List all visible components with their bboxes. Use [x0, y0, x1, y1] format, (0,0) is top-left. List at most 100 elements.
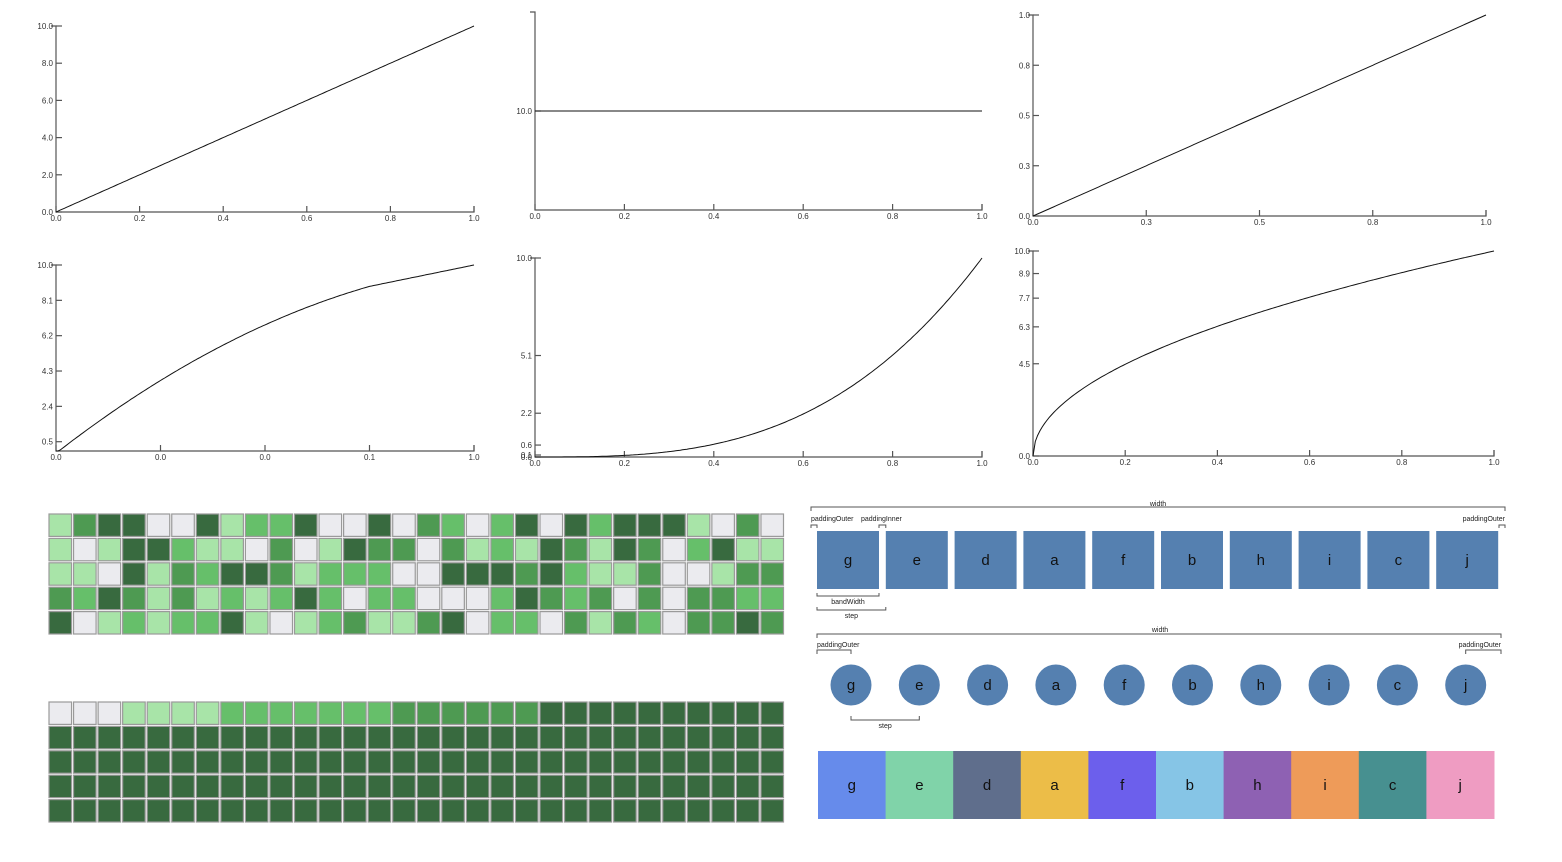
svg-text:0.2: 0.2: [619, 212, 631, 221]
y-tick: 4.0: [42, 134, 62, 143]
heatmap-cell: [514, 537, 539, 562]
svg-text:g: g: [848, 777, 856, 794]
heatmap-cell: [269, 774, 294, 799]
heatmap-cell: [416, 537, 441, 562]
svg-text:j: j: [1463, 677, 1467, 694]
heatmap-cell: [48, 750, 73, 774]
chart-linear: 0.0 0.2 0.4 0.6 0.8 1.0 0.0 2.0 4.0 6.0 8.0 10.0: [0, 0, 500, 240]
ordinal-swatch: [818, 751, 887, 819]
x-tick: 0.0: [50, 445, 62, 462]
heatmap-cell: [171, 586, 195, 611]
heatmap-cell: [195, 513, 220, 537]
heatmap-cell: [686, 586, 711, 611]
band-rect: [1367, 531, 1430, 589]
heatmap-cell: [588, 586, 613, 611]
svg-text:step: step: [845, 613, 858, 620]
x-tick: 0.8: [887, 451, 899, 468]
heatmap-cell: [97, 610, 122, 635]
svg-text:d: d: [981, 552, 989, 569]
band-rect: [1298, 531, 1361, 589]
svg-text:4.3: 4.3: [42, 367, 54, 376]
heatmap-cell: [392, 610, 416, 635]
heatmap-cell: [441, 750, 465, 774]
heatmap-cell: [613, 701, 637, 725]
heatmap-cell: [122, 750, 146, 774]
heatmap-cell: [269, 537, 294, 562]
svg-text:a: a: [1052, 677, 1061, 694]
x-tick: 1.0: [468, 206, 480, 223]
svg-text:10.0: 10.0: [37, 22, 53, 31]
heatmap-cell: [563, 774, 588, 799]
heatmap-cell: [711, 750, 735, 774]
svg-text:h: h: [1257, 677, 1265, 694]
y-tick: 8.0: [42, 59, 62, 68]
svg-text:paddingOuter: paddingOuter: [817, 642, 860, 649]
heatmap-cell: [416, 562, 441, 586]
heatmap-cell: [97, 798, 122, 823]
heatmap-quantize-svg: [48, 513, 785, 635]
heatmap-cell: [269, 725, 294, 750]
svg-text:0.0: 0.0: [50, 453, 62, 462]
heatmap-cell: [97, 513, 122, 537]
heatmap-cell: [588, 798, 613, 823]
heatmap-cell: [465, 513, 490, 537]
svg-text:0.0: 0.0: [521, 453, 533, 462]
heatmap-cell: [735, 513, 760, 537]
heatmap-cell: [686, 513, 711, 537]
heatmap-cell: [465, 774, 490, 799]
svg-text:8.9: 8.9: [1019, 270, 1031, 279]
heatmap-cell: [711, 798, 735, 823]
heatmap-cell: [735, 750, 760, 774]
point-scale-svg: width paddingOuter paddingOuter g e d a f b h i c j s…: [816, 627, 1502, 730]
chart-pow: 0.0 0.2 0.4 0.6 0.8 1.0 0.0 0.1 0.6 2.2 5.1 10.0: [500, 240, 1000, 480]
svg-text:i: i: [1327, 677, 1330, 694]
heatmap-cell: [735, 610, 760, 635]
svg-text:f: f: [1122, 677, 1127, 694]
heatmap-cell: [441, 513, 465, 537]
linear-chart-svg: 0.0 0.2 0.4 0.6 0.8 1.0 0.0 2.0 4.0 6.0 8.0 10.0: [37, 22, 480, 223]
axes: 0.0 0.2 0.4 0.6 0.8 1.00.00.10.62.25.110.0: [516, 254, 988, 468]
heatmap-cell: [637, 750, 662, 774]
heatmap-cell: [735, 537, 760, 562]
heatmap-cell: [465, 537, 490, 562]
ordinal-swatch: [1156, 751, 1225, 819]
heatmap-cell: [122, 725, 146, 750]
heatmap-cell: [563, 610, 588, 635]
svg-text:0.8: 0.8: [1019, 61, 1031, 70]
heatmap-cell: [760, 725, 785, 750]
band-rect: [954, 531, 1017, 589]
heatmap-cell: [48, 725, 73, 750]
band-rect: [1436, 531, 1499, 589]
point-circle: [1308, 664, 1350, 706]
heatmap-cell: [97, 725, 122, 750]
heatmap-cell: [637, 513, 662, 537]
log-chart-svg: 0.0 0.0 0.0 0.1 1.0 0.5 2.4 4.3 6.2 8.1 10.0: [37, 261, 480, 462]
heatmap-cell: [490, 774, 515, 799]
svg-text:10.0: 10.0: [37, 261, 53, 270]
heatmap-cell: [146, 586, 171, 611]
heatmap-cell: [514, 750, 539, 774]
heatmap-cell: [367, 537, 392, 562]
data-line: [55, 25, 475, 213]
heatmap-cell: [146, 537, 171, 562]
heatmap-cell: [97, 586, 122, 611]
svg-text:0.0: 0.0: [50, 214, 62, 223]
heatmap-cell: [563, 798, 588, 823]
svg-text:0.5: 0.5: [1019, 112, 1031, 121]
heatmap-cell: [637, 562, 662, 586]
heatmap-cell: [48, 610, 73, 635]
y-tick: 6.3: [1019, 323, 1039, 332]
heatmap-cell: [637, 798, 662, 823]
heatmap-cell: [465, 562, 490, 586]
heatmap-cell: [514, 725, 539, 750]
ordinal-swatch: [1020, 751, 1089, 819]
heatmap-cell: [588, 513, 613, 537]
svg-text:1.0: 1.0: [1019, 11, 1031, 20]
heatmap-cell: [244, 610, 269, 635]
svg-text:0.5: 0.5: [42, 438, 54, 447]
heatmap-cell: [490, 610, 515, 635]
svg-text:2.4: 2.4: [42, 402, 54, 411]
heatmap-cell: [195, 750, 220, 774]
